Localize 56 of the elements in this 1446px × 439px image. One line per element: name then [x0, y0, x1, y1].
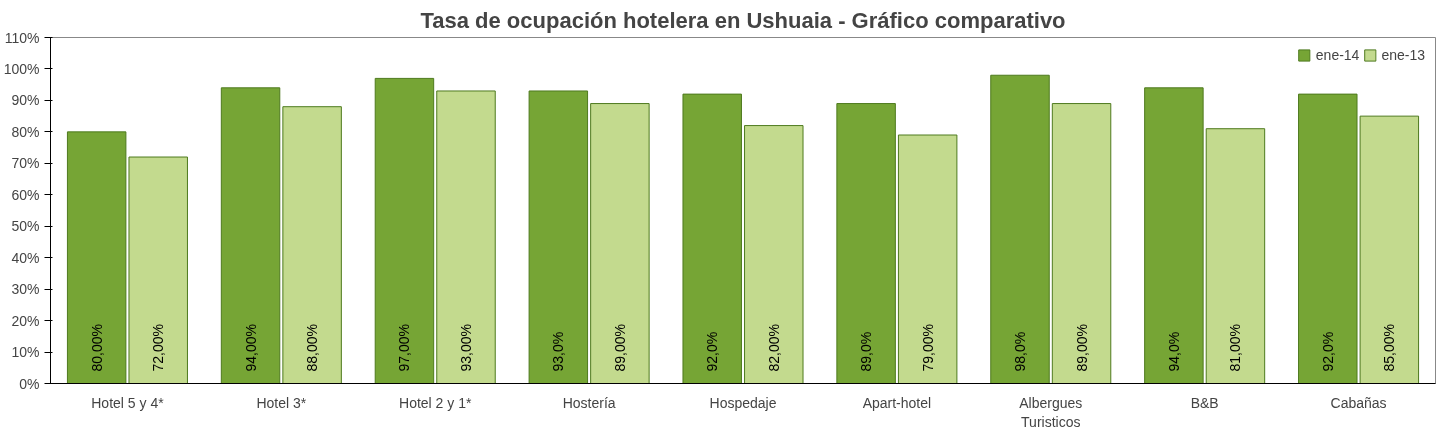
data-label: 93,00%	[458, 324, 474, 372]
x-tick-label: Hotel 2 y 1*	[399, 394, 472, 411]
data-label: 80,00%	[88, 324, 105, 372]
data-label: 98,0%	[1012, 331, 1028, 372]
bar	[836, 103, 896, 384]
x-tick-label: B&B	[1190, 394, 1219, 411]
bar	[744, 125, 804, 384]
bar	[990, 74, 1050, 384]
y-tick-label: 40%	[11, 249, 40, 266]
bar	[682, 93, 742, 384]
y-tick-label: 60%	[11, 186, 40, 203]
y-tick-label: 100%	[3, 60, 40, 77]
y-tick-label: 110%	[4, 29, 40, 46]
bar	[590, 103, 650, 384]
legend-label: ene-14	[1315, 47, 1360, 63]
data-label: 82,00%	[765, 324, 782, 372]
data-label: 88,00%	[304, 324, 321, 372]
data-label: 92,0%	[704, 331, 721, 372]
data-label: 89,00%	[611, 324, 628, 372]
y-tick-label: 10%	[11, 344, 40, 361]
bar	[897, 134, 958, 384]
bar	[220, 87, 281, 384]
data-label: 81,00%	[1227, 324, 1244, 372]
x-tick-label: Hospedaje	[709, 394, 777, 411]
y-tick-label: 80%	[11, 123, 40, 140]
bar	[282, 106, 342, 384]
data-label: 94,0%	[1165, 331, 1182, 372]
bar	[528, 90, 589, 384]
data-label: 79,00%	[919, 324, 936, 372]
x-tick-label: Albergues Turisticos	[1019, 394, 1083, 430]
bar	[1051, 103, 1112, 384]
chart-title: Tasa de ocupación hotelera en Ushuaia - Gráfico comparativo	[420, 7, 1066, 33]
x-tick-label: Hotel 3*	[256, 394, 307, 411]
bar	[436, 90, 496, 384]
x-tick-label: Cabañas	[1330, 394, 1387, 411]
x-tick-label: Apart-hotel	[862, 394, 932, 411]
y-tick-label: 20%	[11, 312, 40, 329]
legend-label: ene-13	[1381, 47, 1425, 63]
data-label: 85,00%	[1381, 324, 1398, 372]
y-tick-label: 70%	[11, 155, 40, 172]
data-label: 89,00%	[1073, 324, 1090, 372]
bar	[1205, 128, 1266, 384]
data-label: 89,0%	[858, 331, 875, 372]
bar	[374, 77, 435, 384]
y-tick-label: 30%	[11, 281, 40, 298]
x-tick-label: Hostería	[562, 394, 616, 411]
data-label: 94,00%	[242, 324, 259, 372]
data-label: 97,00%	[396, 324, 413, 372]
bar	[1144, 87, 1204, 384]
y-tick-label: 0%	[19, 375, 40, 392]
data-label: 72,00%	[150, 324, 167, 372]
data-label: 93,0%	[550, 331, 567, 372]
y-tick-label: 50%	[11, 218, 40, 235]
data-label: 92,0%	[1319, 331, 1336, 372]
y-tick-label: 90%	[11, 92, 40, 109]
x-tick-label: Hotel 5 y 4*	[91, 394, 165, 411]
